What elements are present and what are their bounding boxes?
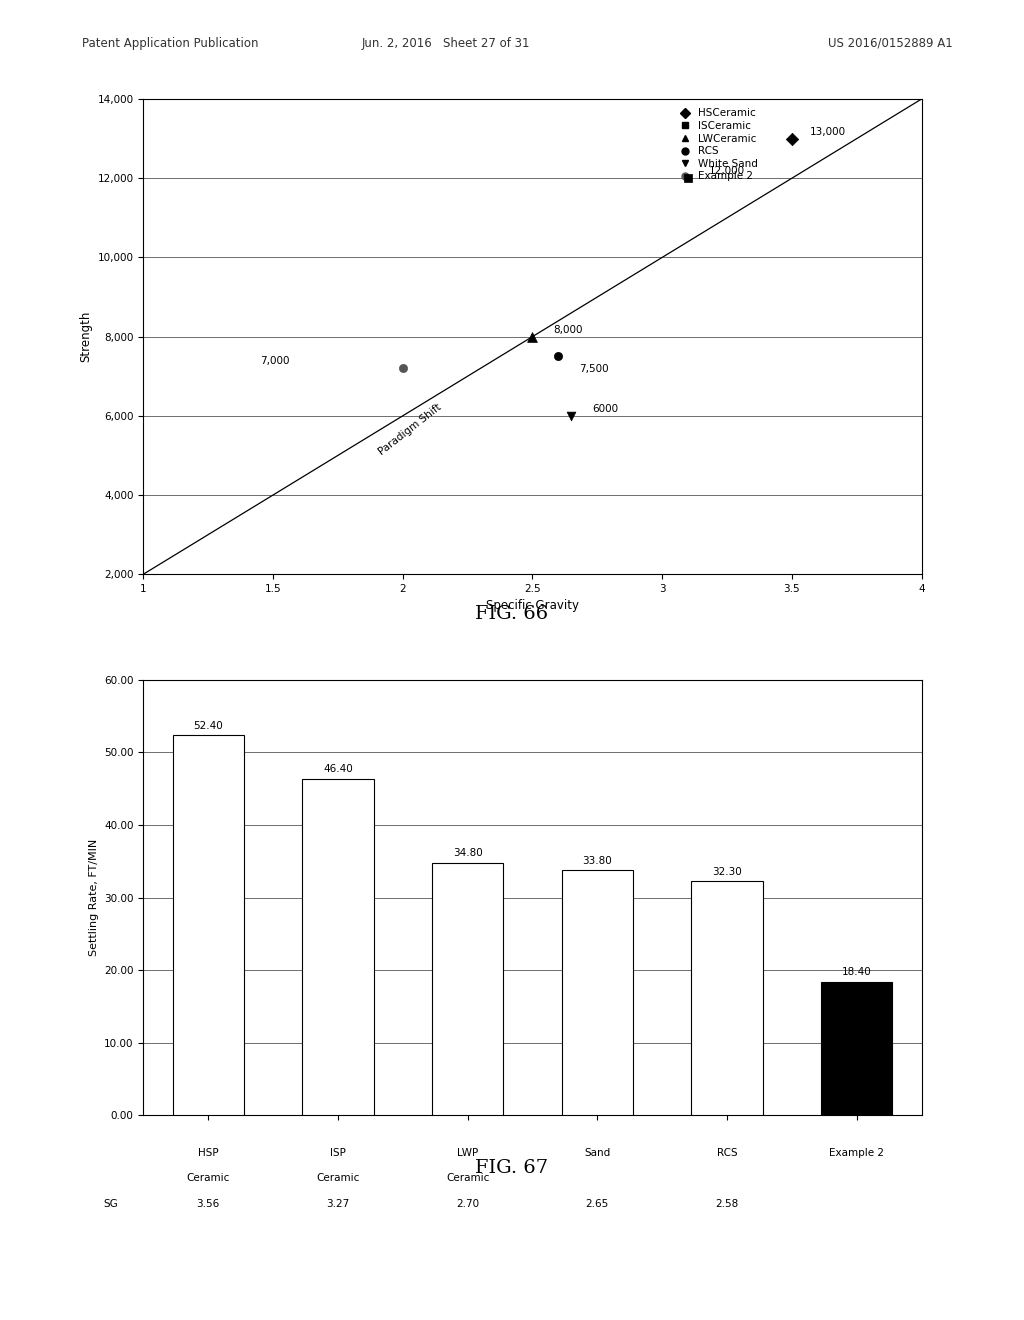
Point bbox=[524, 326, 541, 347]
Text: 13,000: 13,000 bbox=[810, 127, 846, 137]
Text: 33.80: 33.80 bbox=[583, 855, 612, 866]
Text: FIG. 66: FIG. 66 bbox=[475, 605, 549, 623]
Text: 12,000: 12,000 bbox=[709, 166, 745, 177]
Bar bbox=[432, 863, 503, 1115]
Y-axis label: Settling Rate, FT/MIN: Settling Rate, FT/MIN bbox=[89, 840, 98, 956]
Bar bbox=[561, 870, 633, 1115]
Text: 8,000: 8,000 bbox=[553, 325, 583, 335]
Text: Patent Application Publication: Patent Application Publication bbox=[82, 37, 258, 50]
Text: 2.70: 2.70 bbox=[456, 1199, 479, 1209]
Point bbox=[550, 346, 566, 367]
Point bbox=[783, 128, 800, 149]
Bar bbox=[691, 880, 763, 1115]
Text: FIG. 67: FIG. 67 bbox=[475, 1159, 549, 1177]
X-axis label: Specific Gravity: Specific Gravity bbox=[486, 599, 579, 612]
Text: 52.40: 52.40 bbox=[194, 721, 223, 731]
Text: 18.40: 18.40 bbox=[842, 968, 871, 977]
Y-axis label: Strength: Strength bbox=[79, 312, 92, 362]
Text: 2.58: 2.58 bbox=[716, 1199, 738, 1209]
Text: HSP: HSP bbox=[198, 1148, 218, 1158]
Point bbox=[394, 358, 411, 379]
Text: 7,500: 7,500 bbox=[580, 364, 609, 375]
Text: ISP: ISP bbox=[330, 1148, 346, 1158]
Text: 32.30: 32.30 bbox=[712, 866, 742, 876]
Text: 46.40: 46.40 bbox=[323, 764, 353, 774]
Point bbox=[563, 405, 580, 426]
Bar bbox=[302, 779, 374, 1115]
Text: 3.56: 3.56 bbox=[197, 1199, 220, 1209]
Text: Sand: Sand bbox=[585, 1148, 610, 1158]
Text: 7,000: 7,000 bbox=[260, 356, 290, 367]
Point bbox=[680, 168, 696, 189]
Text: Paradigm Shift: Paradigm Shift bbox=[377, 403, 443, 458]
Text: Ceramic: Ceramic bbox=[186, 1173, 230, 1184]
Bar bbox=[821, 982, 892, 1115]
Legend: HSCeramic, ISCeramic, LWCeramic, RCS, White Sand, Example 2: HSCeramic, ISCeramic, LWCeramic, RCS, Wh… bbox=[670, 104, 762, 186]
Text: SG: SG bbox=[103, 1199, 119, 1209]
Text: 34.80: 34.80 bbox=[453, 849, 482, 858]
Text: Ceramic: Ceramic bbox=[316, 1173, 359, 1184]
Text: LWP: LWP bbox=[457, 1148, 478, 1158]
Text: Ceramic: Ceramic bbox=[445, 1173, 489, 1184]
Text: 2.65: 2.65 bbox=[586, 1199, 609, 1209]
Text: US 2016/0152889 A1: US 2016/0152889 A1 bbox=[827, 37, 952, 50]
Text: Jun. 2, 2016   Sheet 27 of 31: Jun. 2, 2016 Sheet 27 of 31 bbox=[361, 37, 529, 50]
Bar bbox=[172, 735, 244, 1115]
Text: 3.27: 3.27 bbox=[327, 1199, 349, 1209]
Text: 6000: 6000 bbox=[592, 404, 618, 414]
Text: RCS: RCS bbox=[717, 1148, 737, 1158]
Text: Example 2: Example 2 bbox=[829, 1148, 885, 1158]
